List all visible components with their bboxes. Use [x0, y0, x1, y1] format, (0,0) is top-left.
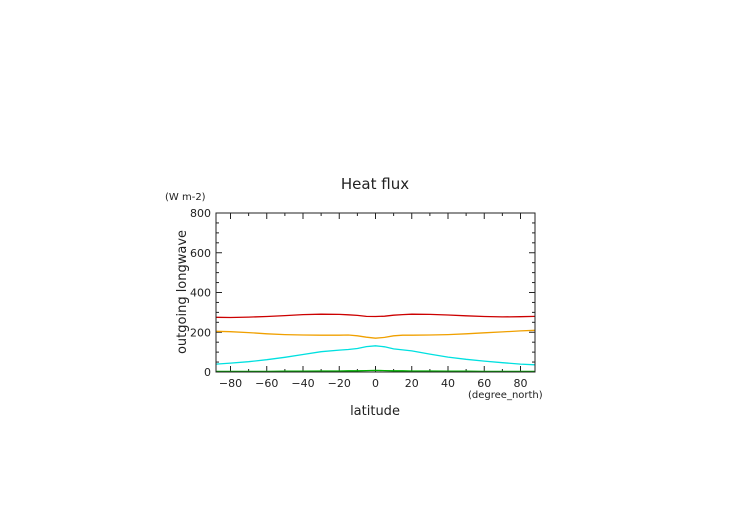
axis-ticks	[216, 212, 535, 373]
series-line-4	[216, 369, 535, 373]
series-line-2	[215, 329, 536, 339]
y-tick-label: 400	[190, 287, 211, 300]
x-axis-label: latitude	[350, 404, 400, 419]
x-tick-label: −20	[328, 377, 351, 390]
x-tick-label: 20	[405, 377, 419, 390]
series-line-3	[215, 345, 536, 366]
x-tick-label: 0	[372, 377, 379, 390]
x-tick-label: 60	[477, 377, 491, 390]
y-axis-unit: (W m-2)	[165, 192, 206, 203]
x-tick-label: 40	[441, 377, 455, 390]
x-tick-label: −40	[291, 377, 314, 390]
x-axis-unit: (degree_north)	[468, 390, 543, 401]
y-axis-label: outgoing longwave	[175, 230, 190, 354]
chart-title: Heat flux	[341, 175, 409, 193]
plot-frame	[215, 212, 536, 373]
y-tick-label: 600	[190, 247, 211, 260]
y-tick-label: 0	[204, 366, 211, 379]
x-tick-label: −60	[255, 377, 278, 390]
series-lines	[215, 313, 536, 373]
y-tick-label: 800	[190, 207, 211, 220]
x-tick-label: 80	[514, 377, 528, 390]
y-tick-label: 200	[190, 326, 211, 339]
series-line-1	[215, 313, 536, 319]
x-tick-label: −80	[219, 377, 242, 390]
